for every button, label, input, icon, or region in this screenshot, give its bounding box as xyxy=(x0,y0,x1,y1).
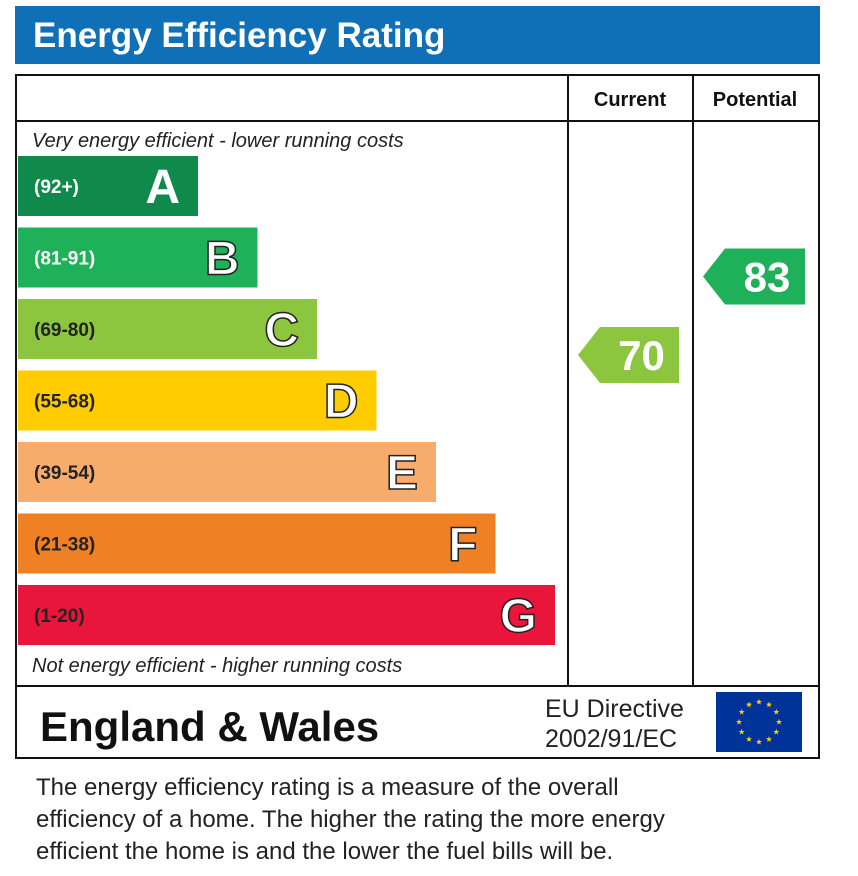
band-letter: E xyxy=(386,447,418,500)
band-range-label: (21-38) xyxy=(34,535,95,556)
eu-star xyxy=(755,698,763,705)
region-label: England & Wales xyxy=(40,703,379,750)
directive-line1: EU Directive xyxy=(545,695,684,723)
rating-bands: (92+) A (81-91) B (69-80) C (55-68) D (39-54) E (2… xyxy=(18,156,555,645)
potential-rating-arrow-value: 83 xyxy=(744,254,791,301)
band-bar xyxy=(18,156,198,216)
rating-arrows: 70 83 xyxy=(578,248,805,383)
band-letter: B xyxy=(205,233,240,286)
eu-star xyxy=(745,736,753,742)
band-range-label: (81-91) xyxy=(34,249,95,270)
potential-rating-arrow: 83 xyxy=(703,248,805,305)
current-rating-arrow-shape xyxy=(578,327,679,383)
band-letter: F xyxy=(448,519,477,572)
band-bar xyxy=(18,227,258,288)
band-c: (69-80) C xyxy=(18,299,317,359)
band-bar xyxy=(18,513,496,574)
bottom-note: Not energy efficient - higher running co… xyxy=(32,655,402,677)
potential-rating-arrow-shape xyxy=(703,248,805,305)
eu-flag-icon xyxy=(716,692,802,752)
description: The energy efficiency rating is a measur… xyxy=(36,772,816,868)
eu-star xyxy=(755,738,763,745)
top-note: Very energy efficient - lower running co… xyxy=(32,130,404,152)
band-letter: G xyxy=(500,590,537,643)
eu-star xyxy=(738,728,745,735)
band-e: (39-54) E xyxy=(18,442,436,502)
eu-star xyxy=(773,708,780,715)
band-g: (1-20) G xyxy=(18,585,555,645)
description-line: efficiency of a home. The higher the rat… xyxy=(36,806,665,833)
band-bar xyxy=(18,442,436,502)
directive-line2: 2002/91/EC xyxy=(545,725,677,753)
table-frame xyxy=(15,74,820,759)
current-header: Current xyxy=(594,89,667,111)
band-range-label: (1-20) xyxy=(34,606,85,627)
band-letter: A xyxy=(145,161,180,214)
band-range-label: (92+) xyxy=(34,177,79,198)
band-f: (21-38) F xyxy=(18,513,496,574)
band-range-label: (55-68) xyxy=(34,392,95,413)
band-a: (92+) A xyxy=(18,156,198,216)
band-d: (55-68) D xyxy=(18,370,377,431)
band-bar xyxy=(18,299,317,359)
eu-star xyxy=(738,708,745,715)
eu-star xyxy=(773,728,780,735)
eu-star xyxy=(745,701,753,708)
description-line: The energy efficiency rating is a measur… xyxy=(36,774,619,801)
eu-star xyxy=(735,718,743,725)
band-bar xyxy=(18,585,555,645)
band-range-label: (39-54) xyxy=(34,463,95,484)
title-bar: Energy Efficiency Rating xyxy=(15,6,820,64)
eu-star xyxy=(775,718,783,725)
page-title: Energy Efficiency Rating xyxy=(33,16,446,55)
band-letter: C xyxy=(264,304,299,357)
eu-star xyxy=(765,736,773,742)
band-b: (81-91) B xyxy=(18,227,258,288)
eu-star xyxy=(765,701,773,708)
band-range-label: (69-80) xyxy=(34,320,95,341)
potential-header: Potential xyxy=(713,89,797,111)
current-rating-arrow: 70 xyxy=(578,327,679,383)
description-line: efficient the home is and the lower the … xyxy=(36,838,614,865)
current-rating-arrow-value: 70 xyxy=(618,332,665,379)
band-bar xyxy=(18,370,377,431)
band-letter: D xyxy=(324,376,359,429)
